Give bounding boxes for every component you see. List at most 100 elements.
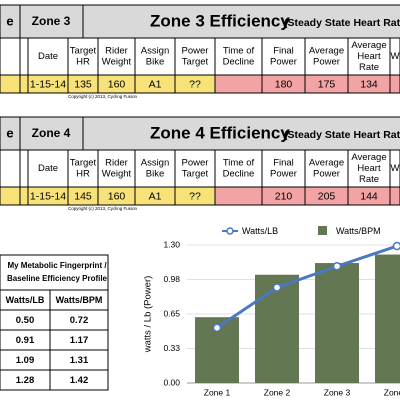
data-cell — [389, 186, 400, 206]
data-cell — [214, 74, 263, 94]
profile-value: 1.09 — [16, 355, 35, 366]
zone-label: Zone 4 — [32, 126, 71, 140]
marker — [332, 261, 342, 271]
tag: e — [6, 125, 13, 140]
column-header: Final — [273, 158, 294, 169]
y-axis-label: watts / Lb (Power) — [143, 276, 154, 354]
column-header: Rate — [359, 62, 379, 73]
cell-value: 1-15-14 — [30, 190, 66, 202]
column-header: Date — [38, 51, 58, 62]
profile-header: Watts/LB — [6, 295, 45, 305]
header-cell — [82, 116, 400, 151]
column-header: Power — [182, 158, 209, 169]
profile-value: 1.42 — [70, 375, 89, 386]
header-cell — [82, 4, 400, 39]
column-header: Time of — [223, 46, 255, 57]
profile-cell — [49, 369, 109, 391]
column-header: Average — [351, 152, 386, 163]
marker — [212, 323, 222, 333]
profile-title: My Metabolic Fingerprint / — [7, 261, 107, 270]
column-header: Heart — [357, 163, 381, 174]
cell-value: 135 — [74, 78, 92, 90]
cell-value: 180 — [275, 78, 293, 90]
cell — [19, 149, 29, 188]
data-cell — [389, 74, 400, 94]
profile-value: 0.91 — [16, 335, 35, 346]
column-header: Assign — [141, 158, 170, 169]
x-tick-label: Zone 3 — [324, 387, 351, 397]
column-header: Decline — [223, 169, 255, 180]
column-header-cell — [214, 149, 263, 188]
profile-header: Watts/BPM — [56, 295, 103, 305]
cell-value: ?? — [189, 78, 201, 90]
copyright: Copyright (c) 2013, Cycling Fusion — [68, 206, 138, 211]
column-header: Power — [313, 169, 340, 180]
column-header: Power — [182, 46, 209, 57]
bar — [375, 254, 400, 383]
column-header: Rider — [105, 158, 128, 169]
column-header: Time of — [223, 158, 255, 169]
cell — [0, 37, 21, 76]
column-header: W — [391, 163, 400, 174]
profile-value: 1.28 — [16, 375, 35, 386]
column-header: Power — [270, 57, 297, 68]
data-cell — [214, 186, 263, 206]
zone-subtitle: (Steady State Heart Rate — [284, 17, 400, 29]
profile-value: 1.31 — [70, 355, 89, 366]
column-header: Final — [273, 46, 294, 57]
cell — [19, 74, 29, 94]
cell — [19, 37, 29, 76]
cell — [0, 186, 21, 206]
column-header: Date — [38, 163, 58, 174]
cell-value: 160 — [108, 78, 126, 90]
legend-label: Watts/LB — [242, 226, 278, 236]
line — [216, 244, 398, 330]
header-cell — [19, 116, 84, 151]
bar — [315, 263, 359, 383]
x-tick-label: Zone 2 — [264, 387, 291, 397]
tag: e — [6, 13, 13, 28]
cell-value: 205 — [318, 190, 336, 202]
column-header: Target — [70, 46, 97, 57]
legend-swatch — [226, 227, 234, 235]
y-tick-label: 0.98 — [163, 274, 180, 284]
column-header: Power — [270, 169, 297, 180]
column-header: Bike — [146, 57, 164, 68]
cell-value: 175 — [318, 78, 336, 90]
zone-title: Zone 3 Efficiency — [150, 11, 290, 30]
profile-value: 1.17 — [70, 335, 89, 346]
zone-subtitle: (Steady State Heart Rate — [284, 129, 400, 141]
cell-value: 144 — [360, 190, 378, 202]
cell — [0, 149, 21, 188]
y-tick-label: 0.33 — [163, 343, 180, 353]
x-tick-label: Zone 1 — [204, 387, 231, 397]
column-header: Decline — [223, 57, 255, 68]
column-header: Weight — [102, 169, 132, 180]
column-header: Heart — [357, 51, 381, 62]
column-header-cell — [304, 149, 349, 188]
cell-value: ?? — [189, 190, 201, 202]
marker — [392, 241, 400, 251]
cell — [19, 186, 29, 206]
column-header-cell — [27, 149, 69, 188]
y-tick-label: 0.00 — [163, 377, 180, 387]
cell-value: 145 — [74, 190, 92, 202]
column-header: Bike — [146, 169, 164, 180]
column-header-cell — [214, 37, 263, 76]
column-header: Assign — [141, 46, 170, 57]
cell-value: 210 — [275, 190, 293, 202]
column-header: Target — [182, 169, 209, 180]
cell-value: A1 — [149, 78, 162, 90]
legend-swatch — [318, 226, 327, 235]
bar — [255, 274, 299, 383]
column-header: Weight — [102, 57, 132, 68]
legend-label: Watts/BPM — [336, 226, 381, 236]
zone-title: Zone 4 Efficiency — [150, 123, 290, 142]
marker — [272, 283, 282, 292]
cell-value: 1-15-14 — [30, 78, 66, 90]
y-tick-label: 0.65 — [163, 308, 180, 318]
cell-value: A1 — [149, 190, 162, 202]
column-header: Average — [309, 158, 344, 169]
zone-label: Zone 3 — [32, 14, 71, 28]
